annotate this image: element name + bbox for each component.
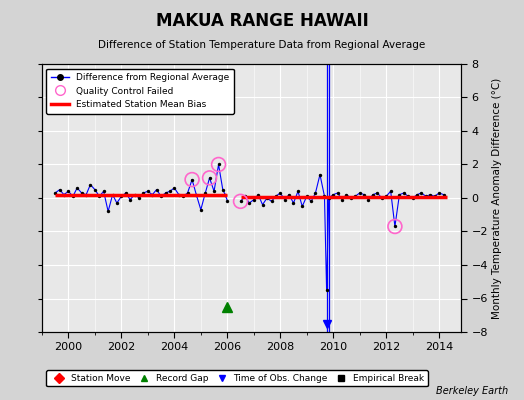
Point: [316, 171, 324, 178]
Point: [64, 188, 73, 194]
Point: [298, 203, 307, 210]
Point: [166, 188, 174, 194]
Point: [409, 195, 417, 201]
Point: [219, 186, 227, 193]
Point: [188, 176, 196, 183]
Point: [387, 188, 395, 194]
Point: [205, 175, 214, 181]
Point: [404, 193, 412, 200]
Point: [342, 192, 351, 198]
Point: [221, 192, 230, 198]
Point: [139, 190, 148, 196]
Point: [382, 193, 390, 200]
Point: [179, 193, 187, 200]
Point: [355, 190, 364, 196]
Point: [223, 197, 232, 204]
Point: [320, 193, 329, 200]
Point: [192, 192, 201, 198]
Point: [91, 186, 99, 193]
Point: [351, 193, 359, 200]
Point: [126, 196, 134, 203]
Point: [271, 193, 280, 200]
Point: [360, 192, 368, 198]
Point: [135, 195, 143, 201]
Point: [430, 193, 439, 200]
Point: [60, 192, 68, 198]
Text: MAKUA RANGE HAWAII: MAKUA RANGE HAWAII: [156, 12, 368, 30]
Point: [426, 192, 434, 198]
Point: [205, 175, 214, 181]
Point: [258, 202, 267, 208]
Point: [174, 192, 183, 198]
Point: [322, 287, 331, 293]
Point: [413, 192, 421, 198]
Point: [440, 192, 448, 198]
Point: [82, 192, 90, 198]
Y-axis label: Monthly Temperature Anomaly Difference (°C): Monthly Temperature Anomaly Difference (…: [492, 77, 502, 319]
Point: [183, 190, 192, 196]
Point: [157, 193, 165, 200]
Text: Berkeley Earth: Berkeley Earth: [436, 386, 508, 396]
Point: [254, 192, 263, 198]
Point: [56, 186, 64, 193]
Point: [391, 223, 399, 230]
Point: [395, 192, 403, 198]
Point: [276, 190, 285, 196]
Point: [130, 192, 139, 198]
Point: [294, 188, 302, 194]
Point: [214, 161, 223, 168]
Point: [161, 190, 170, 196]
Point: [210, 188, 218, 194]
Text: Difference of Station Temperature Data from Regional Average: Difference of Station Temperature Data f…: [99, 40, 425, 50]
Point: [369, 192, 377, 198]
Point: [241, 193, 249, 200]
Point: [108, 192, 117, 198]
Point: [73, 185, 81, 191]
Point: [95, 193, 104, 200]
Point: [307, 198, 315, 204]
Point: [86, 181, 94, 188]
Point: [285, 192, 293, 198]
Point: [280, 196, 289, 203]
Point: [144, 188, 152, 194]
Legend: Station Move, Record Gap, Time of Obs. Change, Empirical Break: Station Move, Record Gap, Time of Obs. C…: [47, 370, 428, 386]
Point: [391, 223, 399, 230]
Point: [435, 190, 443, 196]
Point: [400, 190, 408, 196]
Point: [347, 195, 355, 201]
Point: [236, 198, 245, 204]
Point: [338, 196, 346, 203]
Point: [289, 200, 298, 206]
Point: [196, 206, 205, 213]
Point: [333, 190, 342, 196]
Point: [267, 198, 276, 204]
Point: [69, 193, 77, 200]
Point: [148, 192, 157, 198]
Point: [236, 198, 245, 204]
Point: [152, 186, 161, 193]
Point: [113, 200, 121, 206]
Point: [188, 176, 196, 183]
Point: [170, 185, 179, 191]
Point: [324, 195, 333, 201]
Point: [263, 195, 271, 201]
Point: [51, 190, 59, 196]
Point: [78, 190, 86, 196]
Point: [373, 190, 381, 196]
Point: [214, 161, 223, 168]
Point: [245, 200, 254, 206]
Point: [422, 193, 430, 200]
Point: [100, 188, 108, 194]
Point: [201, 190, 210, 196]
Point: [122, 190, 130, 196]
Point: [377, 195, 386, 201]
Point: [417, 190, 425, 196]
Point: [249, 196, 258, 203]
Point: [311, 190, 320, 196]
Point: [364, 196, 373, 203]
Point: [104, 208, 112, 214]
Point: [117, 193, 126, 200]
Point: [329, 192, 337, 198]
Point: [302, 193, 311, 200]
